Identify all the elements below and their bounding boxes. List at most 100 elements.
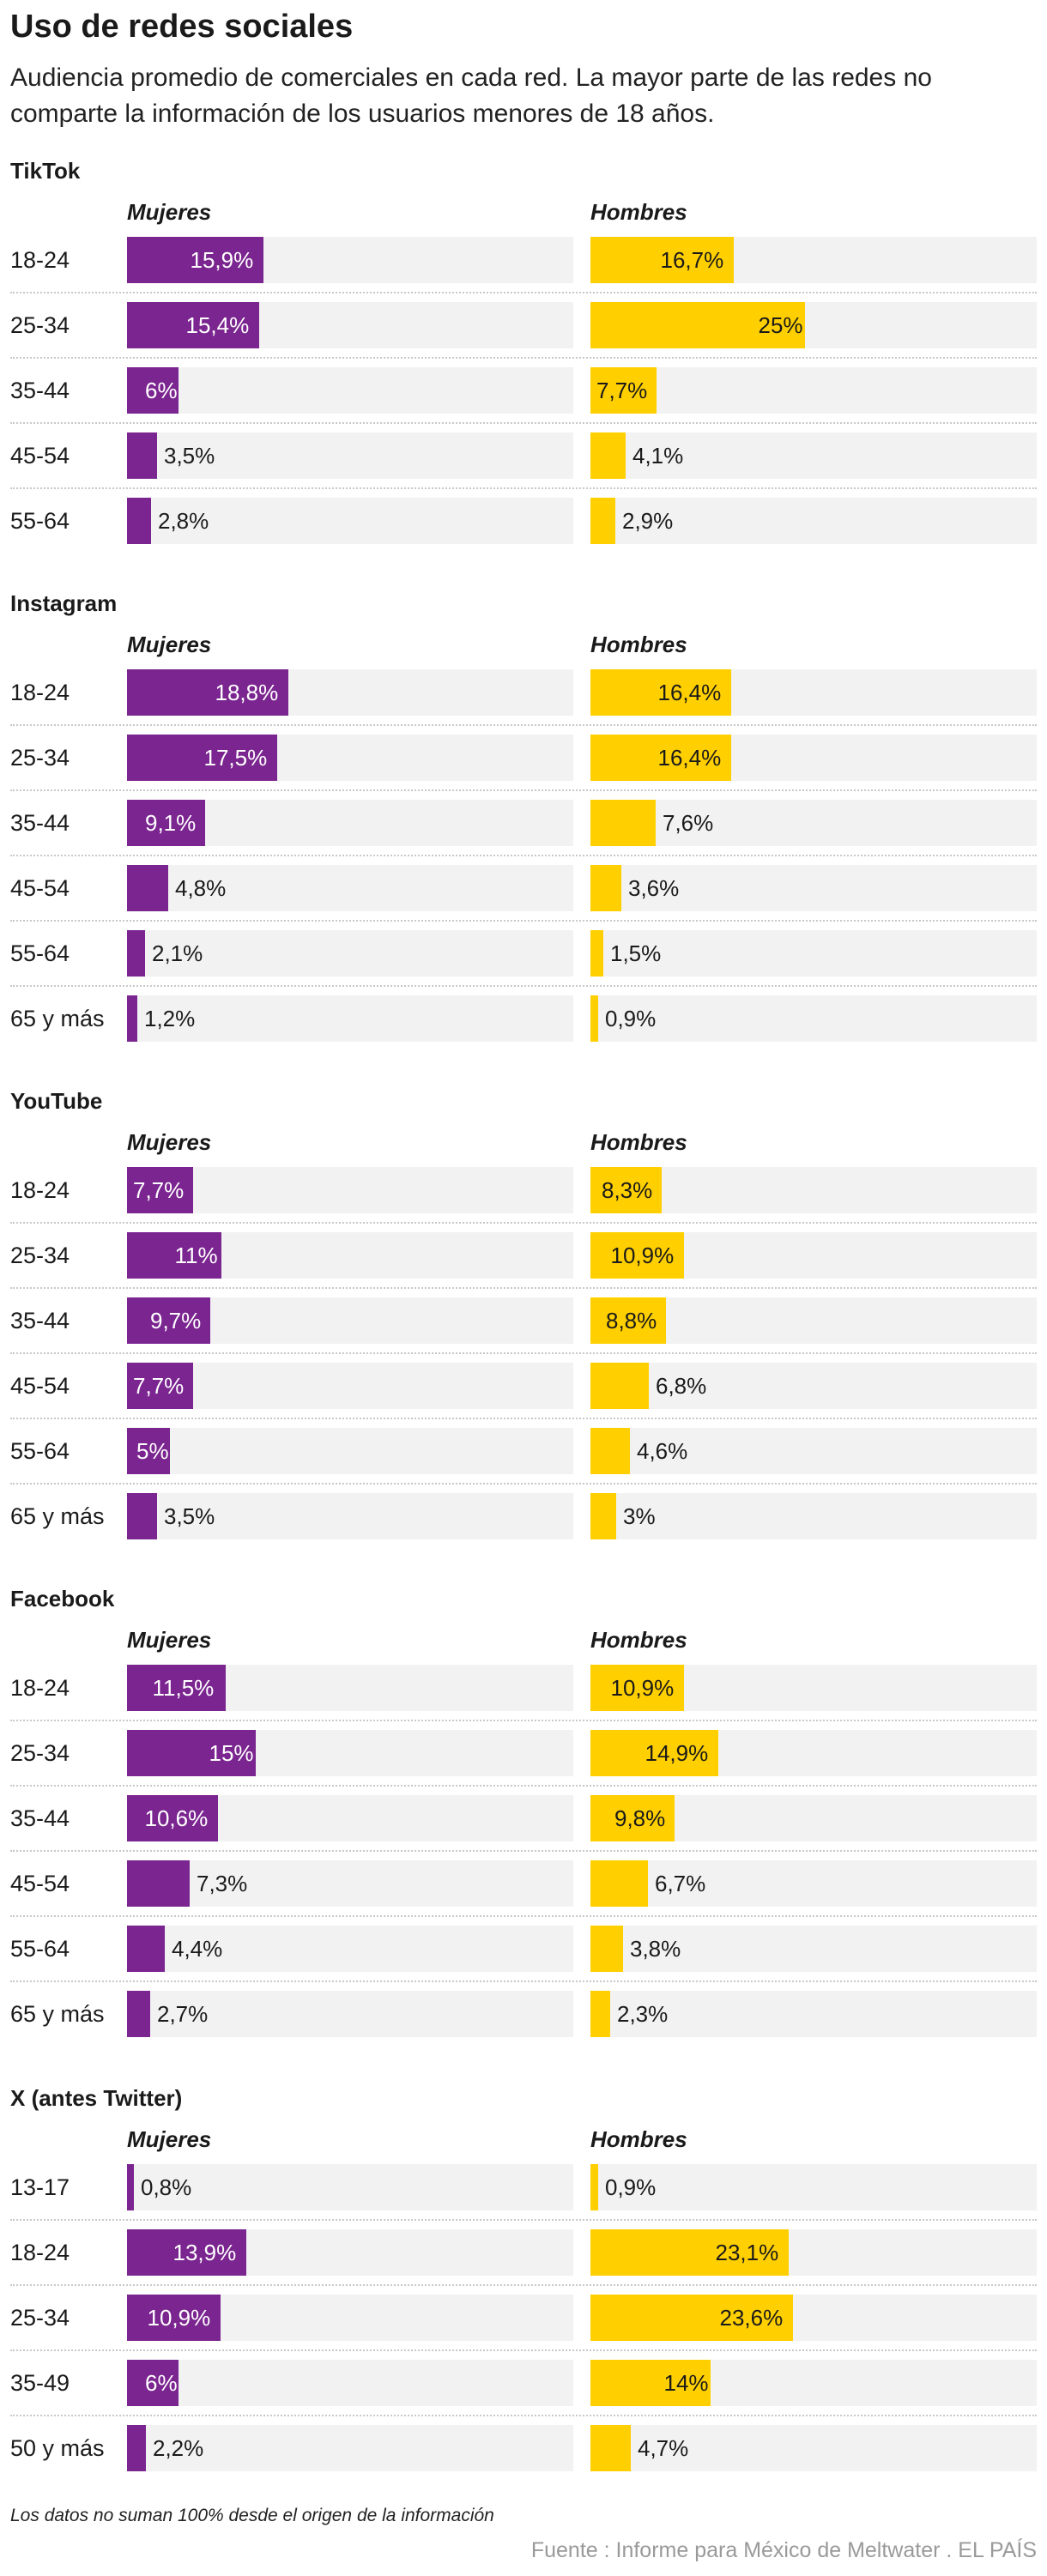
- mujeres-bar: [127, 1730, 256, 1776]
- legend-hombres: Hombres: [590, 2126, 687, 2152]
- mujeres-bar: [127, 2164, 134, 2210]
- mujeres-value-label: 3,5%: [164, 1503, 215, 1529]
- hombres-bar: [590, 237, 734, 283]
- mujeres-track: [127, 1926, 573, 1972]
- legend-mujeres: Mujeres: [127, 632, 212, 657]
- legend-mujeres: Mujeres: [127, 1129, 212, 1155]
- mujeres-bar: [127, 1493, 157, 1539]
- mujeres-value-label: 5%: [136, 1438, 169, 1464]
- row-separator: [10, 1418, 1037, 1419]
- mujeres-track: [127, 1167, 573, 1213]
- row-separator: [10, 422, 1037, 424]
- mujeres-value-label: 15%: [209, 1740, 254, 1766]
- hombres-track: [590, 865, 1037, 911]
- row-label: 65 y más: [10, 2001, 105, 2027]
- mujeres-value-label: 7,3%: [197, 1871, 248, 1896]
- hombres-bar: [590, 1795, 675, 1841]
- hombres-bar: [590, 432, 626, 479]
- hombres-bar: [590, 367, 657, 414]
- hombres-track: [590, 432, 1037, 479]
- hombres-value-label: 7,7%: [596, 378, 648, 403]
- mujeres-bar: [127, 1860, 190, 1907]
- hombres-value-label: 1,5%: [610, 940, 662, 966]
- row-label: 45-54: [10, 1871, 70, 1896]
- hombres-bar: [590, 800, 656, 846]
- mujeres-value-label: 10,6%: [144, 1805, 209, 1831]
- row-label: 35-44: [10, 1805, 70, 1831]
- mujeres-value-label: 15,9%: [190, 247, 254, 273]
- row-label: 55-64: [10, 940, 70, 966]
- mujeres-value-label: 9,7%: [150, 1308, 202, 1333]
- mujeres-track: [127, 1493, 573, 1539]
- chart-title: Uso de redes sociales: [10, 9, 354, 45]
- hombres-track: [590, 1167, 1037, 1213]
- hombres-bar: [590, 1860, 648, 1907]
- row-label: 25-34: [10, 1243, 70, 1268]
- row-label: 55-64: [10, 1438, 70, 1464]
- hombres-track: [590, 1991, 1037, 2037]
- hombres-value-label: 7,6%: [663, 810, 714, 836]
- mujeres-bar: [127, 995, 137, 1042]
- row-label: 18-24: [10, 247, 70, 273]
- mujeres-value-label: 1,2%: [144, 1006, 196, 1031]
- mujeres-bar: [127, 2425, 146, 2471]
- legend-mujeres: Mujeres: [127, 2126, 212, 2152]
- hombres-value-label: 16,4%: [657, 745, 722, 771]
- mujeres-value-label: 18,8%: [215, 680, 279, 705]
- hombres-track: [590, 367, 1037, 414]
- mujeres-bar: [127, 1363, 193, 1409]
- row-label: 18-24: [10, 2240, 70, 2265]
- section-title-3: Facebook: [10, 1586, 115, 1612]
- hombres-track: [590, 2425, 1037, 2471]
- row-separator: [10, 1222, 1037, 1224]
- mujeres-value-label: 6%: [145, 2370, 178, 2396]
- hombres-value-label: 16,4%: [657, 680, 722, 705]
- hombres-bar: [590, 2425, 631, 2471]
- legend-mujeres: Mujeres: [127, 199, 212, 225]
- mujeres-bar: [127, 2360, 179, 2406]
- footnote: Los datos no suman 100% desde el origen …: [10, 2506, 494, 2525]
- hombres-value-label: 23,1%: [715, 2240, 779, 2265]
- row-separator: [10, 1352, 1037, 1354]
- hombres-bar: [590, 2360, 711, 2406]
- row-label: 18-24: [10, 1675, 70, 1701]
- row-label: 45-54: [10, 875, 70, 901]
- hombres-track: [590, 995, 1037, 1042]
- mujeres-value-label: 2,7%: [157, 2001, 209, 2027]
- row-label: 18-24: [10, 680, 70, 705]
- mujeres-bar: [127, 800, 205, 846]
- mujeres-bar: [127, 735, 277, 781]
- hombres-value-label: 14%: [663, 2370, 709, 2396]
- hombres-track: [590, 1926, 1037, 1972]
- section-title-4: X (antes Twitter): [10, 2085, 183, 2111]
- hombres-value-label: 10,9%: [610, 1675, 675, 1701]
- hombres-value-label: 6,7%: [655, 1871, 706, 1896]
- legend-mujeres: Mujeres: [127, 1627, 212, 1653]
- hombres-bar: [590, 1730, 718, 1776]
- mujeres-value-label: 11,5%: [152, 1675, 215, 1701]
- hombres-bar: [590, 1926, 623, 1972]
- hombres-value-label: 4,6%: [637, 1438, 688, 1464]
- row-label: 25-34: [10, 312, 70, 338]
- hombres-track: [590, 1493, 1037, 1539]
- row-label: 45-54: [10, 443, 70, 469]
- hombres-bar: [590, 1493, 616, 1539]
- mujeres-track: [127, 1991, 573, 2037]
- mujeres-bar: [127, 1232, 221, 1279]
- hombres-bar: [590, 735, 731, 781]
- hombres-value-label: 0,9%: [605, 2174, 657, 2200]
- mujeres-value-label: 10,9%: [147, 2305, 211, 2331]
- row-label: 50 y más: [10, 2435, 105, 2461]
- hombres-bar: [590, 1167, 662, 1213]
- section-title-2: YouTube: [10, 1088, 103, 1114]
- legend-hombres: Hombres: [590, 1129, 687, 1155]
- row-label: 18-24: [10, 1177, 70, 1203]
- section-title-1: Instagram: [10, 590, 118, 616]
- hombres-bar: [590, 669, 731, 716]
- hombres-value-label: 3,6%: [628, 875, 680, 901]
- hombres-track: [590, 498, 1037, 544]
- mujeres-value-label: 2,8%: [158, 508, 209, 534]
- mujeres-track: [127, 1363, 573, 1409]
- row-label: 55-64: [10, 1936, 70, 1962]
- row-separator: [10, 2284, 1037, 2286]
